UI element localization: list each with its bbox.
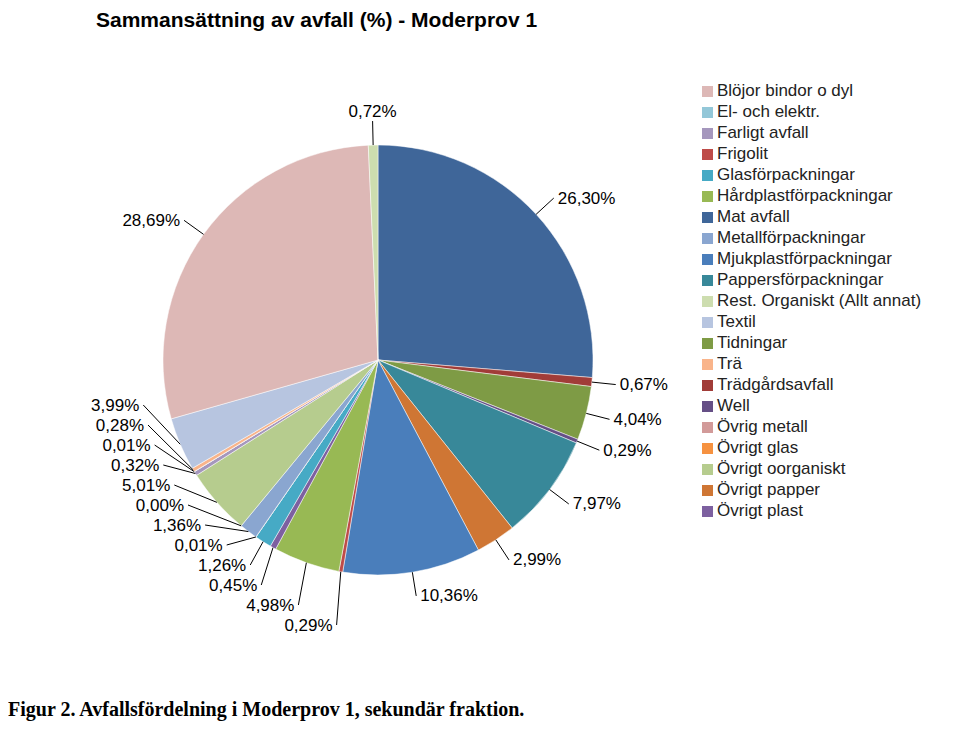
svg-text:0,32%: 0,32% bbox=[111, 456, 159, 475]
html-text:Well: Well bbox=[717, 396, 750, 415]
html-text:Metallförpackningar: Metallförpackningar bbox=[717, 228, 866, 247]
html-text:Rest. Organiskt (Allt annat): Rest. Organiskt (Allt annat) bbox=[717, 291, 922, 310]
svg-text:7,97%: 7,97% bbox=[573, 494, 621, 513]
svg-text:0,72%: 0,72% bbox=[348, 102, 396, 121]
svg-text:4,04%: 4,04% bbox=[614, 410, 662, 429]
html-text:Figur 2. Avfallsfördelning i M: Figur 2. Avfallsfördelning i Moderprov 1… bbox=[8, 698, 525, 720]
html-text:Glasförpackningar: Glasförpackningar bbox=[717, 165, 855, 184]
html-text:Textil: Textil bbox=[717, 312, 756, 331]
html-text:Trädgårdsavfall: Trädgårdsavfall bbox=[717, 375, 834, 394]
html-text:Mjukplastförpackningar: Mjukplastförpackningar bbox=[717, 249, 892, 268]
html-text:Övrig metall: Övrig metall bbox=[717, 417, 808, 436]
html-text:Hårdplastförpackningar: Hårdplastförpackningar bbox=[717, 186, 893, 205]
html-text:El- och elektr.: El- och elektr. bbox=[717, 102, 820, 121]
svg-text:0,01%: 0,01% bbox=[102, 436, 150, 455]
html-text:Blöjor bindor o dyl: Blöjor bindor o dyl bbox=[717, 81, 854, 100]
svg-text:4,98%: 4,98% bbox=[246, 596, 294, 615]
svg-text:0,01%: 0,01% bbox=[174, 536, 222, 555]
svg-text:0,29%: 0,29% bbox=[603, 441, 651, 460]
svg-text:0,67%: 0,67% bbox=[620, 375, 668, 394]
html-text:Pappersförpackningar: Pappersförpackningar bbox=[717, 270, 884, 289]
html-text:Övrigt plast: Övrigt plast bbox=[717, 501, 803, 520]
svg-text:0,45%: 0,45% bbox=[209, 576, 257, 595]
svg-text:5,01%: 5,01% bbox=[122, 476, 170, 495]
html-text:Övrigt oorganiskt: Övrigt oorganiskt bbox=[717, 459, 846, 478]
html-text:Sammansättning av avfall (%) -: Sammansättning av avfall (%) - Moderprov… bbox=[96, 8, 538, 31]
html-text:Övrigt glas: Övrigt glas bbox=[717, 438, 799, 457]
svg-text:0,28%: 0,28% bbox=[96, 416, 144, 435]
svg-text:0,29%: 0,29% bbox=[284, 616, 332, 635]
svg-text:2,99%: 2,99% bbox=[513, 550, 561, 569]
html-text:Farligt avfall: Farligt avfall bbox=[717, 123, 809, 142]
html-text:Tidningar: Tidningar bbox=[717, 333, 788, 352]
svg-text:3,99%: 3,99% bbox=[91, 396, 139, 415]
svg-text:10,36%: 10,36% bbox=[420, 586, 478, 605]
svg-text:1,36%: 1,36% bbox=[153, 516, 201, 535]
html-text:Frigolit: Frigolit bbox=[717, 144, 768, 163]
svg-text:1,26%: 1,26% bbox=[198, 556, 246, 575]
svg-text:28,69%: 28,69% bbox=[122, 211, 180, 230]
html-text:Mat avfall: Mat avfall bbox=[717, 207, 790, 226]
svg-text:26,30%: 26,30% bbox=[558, 189, 616, 208]
svg-text:0,00%: 0,00% bbox=[136, 496, 184, 515]
html-text:Trä: Trä bbox=[717, 354, 742, 373]
html-text:Övrigt papper: Övrigt papper bbox=[717, 480, 820, 499]
